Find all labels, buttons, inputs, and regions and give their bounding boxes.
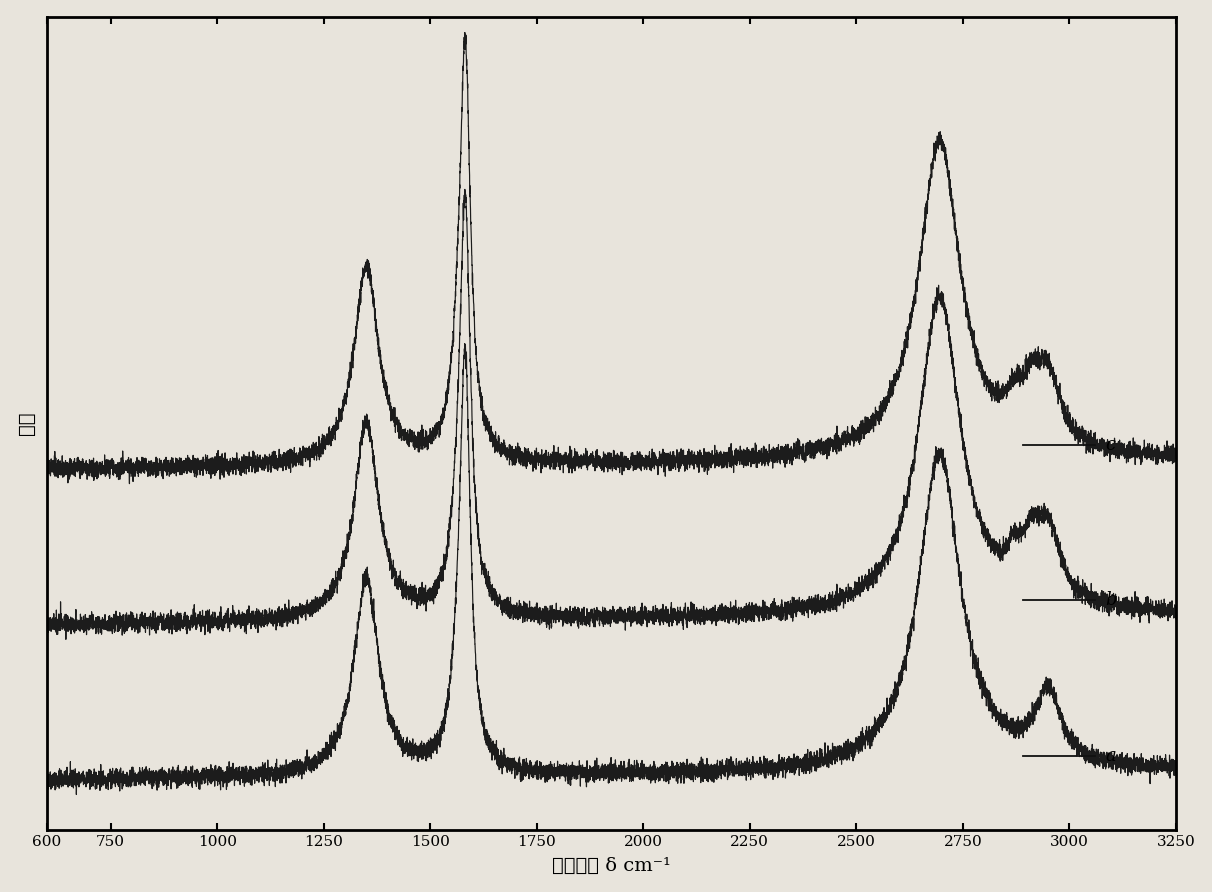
Y-axis label: 强度: 强度 <box>17 411 35 435</box>
Text: c: c <box>1105 435 1116 454</box>
X-axis label: 拉曼位移 δ cm⁻¹: 拉曼位移 δ cm⁻¹ <box>551 857 670 875</box>
Text: a: a <box>1105 747 1116 764</box>
Text: b: b <box>1105 591 1117 609</box>
